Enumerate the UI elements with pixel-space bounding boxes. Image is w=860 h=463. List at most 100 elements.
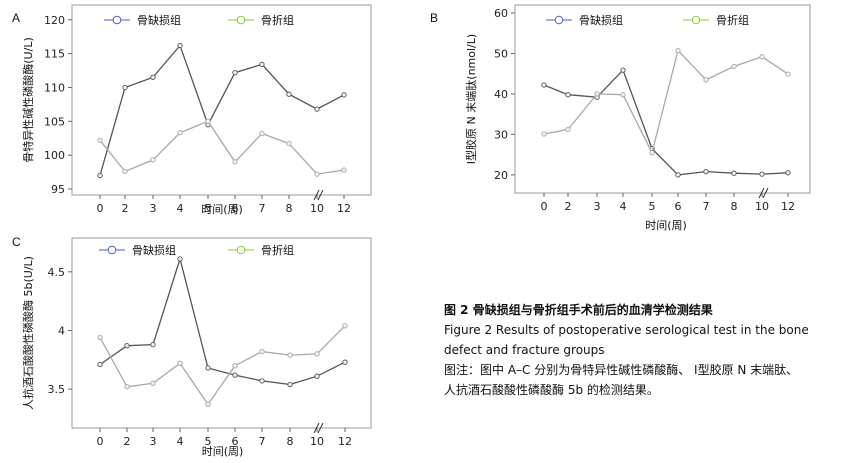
x-tick-label: 7 bbox=[259, 435, 266, 448]
chart-panel-b: B 20 30 40 50 60 0 2 3 4 5 6 7 8 10 12 时间(周) Ⅰ型胶原 N 末端肽(n… bbox=[430, 4, 811, 232]
y-axis-label: 人抗酒石酸酸性磷酸酶 5b(U/L) bbox=[21, 256, 35, 410]
legend-marker-2 bbox=[691, 15, 701, 25]
data-point bbox=[675, 47, 681, 54]
x-axis-label: 时间(周) bbox=[202, 445, 244, 458]
x-tick-label: 0 bbox=[97, 202, 104, 215]
series-line-2 bbox=[543, 49, 789, 155]
data-point bbox=[259, 61, 265, 68]
data-point bbox=[97, 137, 103, 143]
data-point bbox=[177, 42, 183, 49]
x-tick-label: 10 bbox=[310, 202, 324, 215]
x-tick-label: 6 bbox=[675, 200, 682, 213]
plot-frame bbox=[71, 4, 372, 196]
legend-marker-1 bbox=[112, 15, 122, 25]
axis-break-mark bbox=[317, 189, 324, 201]
data-point bbox=[124, 384, 130, 390]
series-line-2 bbox=[99, 325, 346, 406]
y-tick-label: 30 bbox=[494, 128, 508, 141]
x-tick-label: 3 bbox=[150, 202, 157, 215]
data-point bbox=[232, 363, 238, 369]
x-tick-label: 7 bbox=[259, 202, 266, 215]
x-tick-label: 2 bbox=[565, 200, 572, 213]
legend-label-2: 骨折组 bbox=[716, 13, 749, 27]
plot-frame bbox=[71, 237, 372, 429]
data-point bbox=[259, 348, 265, 355]
data-point bbox=[620, 92, 626, 98]
legend-label-1: 骨缺损组 bbox=[132, 243, 176, 257]
data-point bbox=[675, 172, 681, 178]
axis-break-mark bbox=[758, 187, 765, 199]
data-point bbox=[314, 106, 320, 112]
axis-break-mark bbox=[313, 422, 320, 434]
data-point bbox=[620, 67, 626, 73]
legend-label-2: 骨折组 bbox=[261, 243, 294, 257]
y-tick-label: 110 bbox=[44, 81, 65, 94]
data-point bbox=[177, 256, 183, 262]
x-tick-label: 8 bbox=[287, 435, 294, 448]
data-point bbox=[232, 372, 238, 378]
y-tick-label: 50 bbox=[494, 47, 508, 60]
data-point bbox=[150, 341, 156, 348]
data-point bbox=[287, 381, 293, 388]
x-tick-label: 4 bbox=[177, 435, 184, 448]
data-point bbox=[150, 157, 156, 163]
caption-note-2: 人抗酒石酸酸性磷酸酶 5b 的检测结果。 bbox=[444, 383, 659, 397]
data-point bbox=[314, 373, 320, 379]
y-axis-label: Ⅰ型胶原 N 末端肽(nmol/L) bbox=[464, 34, 478, 164]
figure-caption: 图 2 骨缺损组与骨折组手术前后的血清学检测结果 Figure 2 Result… bbox=[444, 300, 849, 400]
caption-title-en-1: Figure 2 Results of postoperative serolo… bbox=[444, 323, 809, 337]
data-point bbox=[703, 77, 709, 83]
data-point bbox=[703, 168, 709, 175]
data-point bbox=[541, 131, 547, 137]
data-point bbox=[287, 352, 293, 358]
data-point bbox=[565, 126, 571, 133]
data-point bbox=[341, 167, 347, 173]
data-point bbox=[177, 130, 183, 136]
data-point bbox=[594, 91, 600, 97]
x-tick-label: 0 bbox=[97, 435, 104, 448]
x-tick-label: 4 bbox=[620, 200, 627, 213]
data-point bbox=[565, 92, 571, 98]
y-tick-label: 3.5 bbox=[48, 383, 66, 396]
data-point bbox=[232, 159, 238, 165]
data-point bbox=[759, 171, 765, 177]
panel-label: B bbox=[430, 11, 438, 25]
x-tick-label: 6 bbox=[232, 202, 239, 215]
y-tick-label: 4.5 bbox=[48, 266, 66, 279]
data-point bbox=[731, 63, 737, 70]
data-point bbox=[232, 69, 238, 76]
data-point bbox=[97, 361, 103, 368]
data-point bbox=[286, 91, 292, 97]
y-tick-label: 60 bbox=[494, 7, 508, 20]
y-tick-label: 20 bbox=[494, 169, 508, 182]
x-tick-label: 5 bbox=[205, 202, 212, 215]
y-tick-label: 115 bbox=[44, 48, 65, 61]
y-axis-label: 骨特异性碱性磷酸酶(U/L) bbox=[21, 37, 35, 162]
data-point bbox=[205, 365, 211, 371]
data-point bbox=[785, 170, 791, 176]
data-point bbox=[97, 334, 103, 341]
legend-marker-2 bbox=[236, 15, 246, 25]
series-line-2 bbox=[99, 120, 345, 175]
series-line-1 bbox=[99, 44, 345, 176]
legend-label-2: 骨折组 bbox=[261, 13, 294, 27]
x-tick-label: 0 bbox=[541, 200, 548, 213]
caption-title-en-2: defect and fracture groups bbox=[444, 343, 605, 357]
data-point bbox=[541, 82, 547, 88]
panel-label: C bbox=[12, 235, 21, 249]
data-point bbox=[124, 343, 130, 349]
data-point bbox=[341, 92, 347, 98]
y-tick-label: 120 bbox=[44, 14, 65, 27]
data-point bbox=[205, 401, 211, 408]
legend-marker-1 bbox=[554, 15, 564, 25]
axis-break-mark bbox=[313, 189, 320, 201]
axis-break-mark bbox=[317, 422, 324, 434]
legend-label-1: 骨缺损组 bbox=[137, 13, 181, 27]
x-tick-label: 4 bbox=[177, 202, 184, 215]
series-line-1 bbox=[99, 256, 346, 386]
data-point bbox=[259, 378, 265, 384]
data-point bbox=[97, 172, 103, 179]
x-tick-label: 8 bbox=[286, 202, 293, 215]
series-line-1 bbox=[543, 68, 789, 176]
